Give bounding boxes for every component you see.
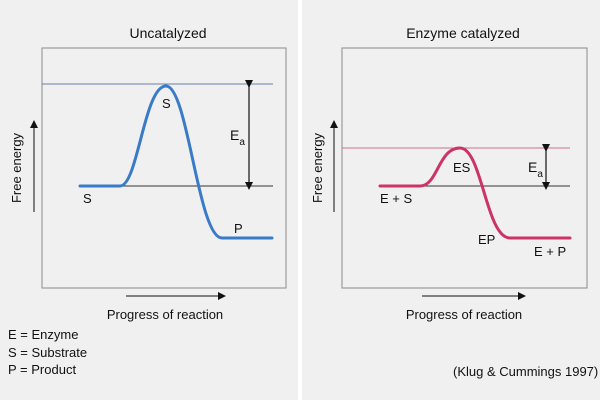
legend: E = Enzyme S = Substrate P = Product — [8, 326, 87, 379]
legend-item-enzyme: E = Enzyme — [8, 327, 79, 342]
left-y-axis-label: Free energy — [9, 132, 24, 203]
left-substrate-label: S — [83, 191, 92, 206]
right-enzyme-product-label: E + P — [534, 244, 566, 259]
left-transition-state-label: S — [162, 96, 171, 111]
right-enzyme-substrate-label: E + S — [380, 191, 412, 206]
legend-item-substrate: S = Substrate — [8, 344, 88, 360]
left-energy-curve — [78, 84, 274, 240]
left-panel-title: Uncatalyzed — [129, 25, 206, 41]
right-es-complex-label: ES — [453, 160, 471, 175]
right-y-axis-label: Free energy — [310, 132, 325, 203]
right-x-axis-label: Progress of reaction — [406, 307, 522, 322]
right-ep-complex-label: EP — [478, 232, 495, 247]
right-panel-background — [302, 0, 600, 400]
left-activation-energy-label: Ea — [230, 127, 245, 148]
legend-item-product: P = Product — [8, 362, 77, 377]
left-x-axis-label: Progress of reaction — [107, 307, 223, 322]
source-credit: (Klug & Cummings 1997) — [453, 364, 599, 379]
right-plot-frame — [341, 47, 588, 289]
right-energy-curve — [378, 146, 572, 240]
left-plot-frame — [41, 47, 287, 289]
right-activation-energy-label: Ea — [528, 159, 543, 180]
right-panel-title: Enzyme catalyzed — [406, 25, 520, 41]
left-panel-background — [0, 0, 298, 400]
left-product-label: P — [234, 221, 243, 236]
